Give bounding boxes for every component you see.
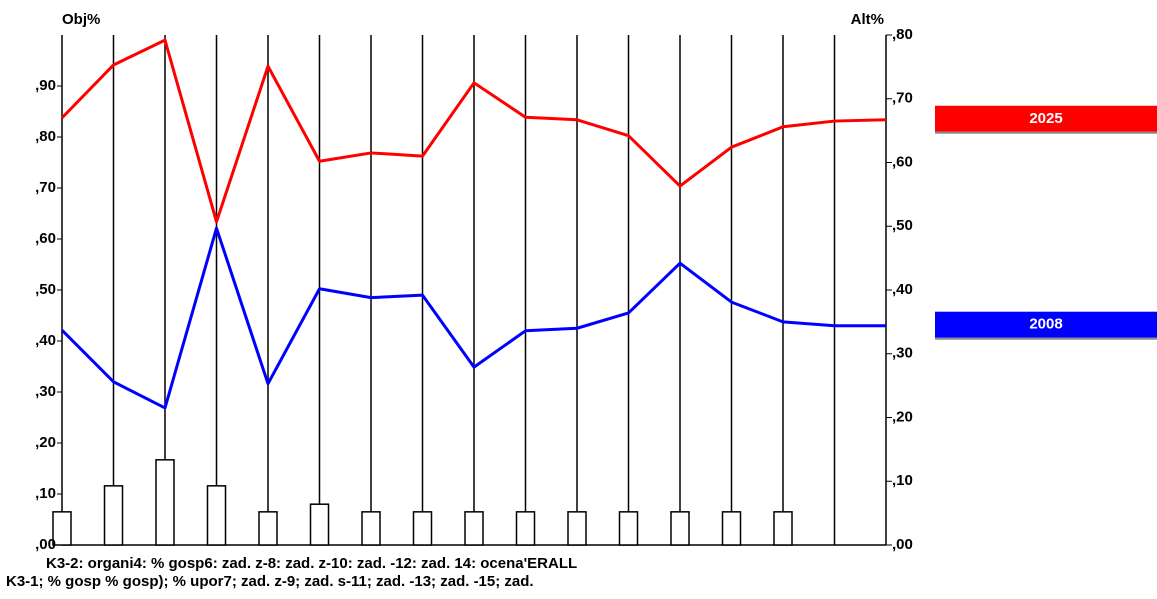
bar [309, 503, 330, 546]
y-tick-label: ,30 [35, 383, 56, 400]
y2-tick-label: ,00 [892, 536, 913, 553]
y2-tick-label: ,50 [892, 217, 913, 234]
line-series [60, 38, 887, 224]
bar [412, 511, 433, 546]
bar [618, 511, 639, 546]
y-tick-label: ,20 [35, 434, 56, 451]
y-tick-label: ,00 [35, 536, 56, 553]
line-series [60, 226, 886, 410]
y2-tick-label: ,20 [892, 408, 913, 425]
y-tick-label: ,60 [35, 230, 56, 247]
legend-text: 2008 [1029, 316, 1062, 333]
y2-axis-title: Alt% [851, 11, 884, 28]
y-tick-label: ,90 [35, 77, 56, 94]
bar [464, 511, 484, 546]
bar [515, 511, 536, 546]
x-label-row: K3-2: organi4: % gosp6: zad. z-8: zad. z… [46, 555, 577, 572]
y-tick-label: ,70 [35, 179, 56, 196]
legend-swatch [935, 105, 1157, 132]
y-tick-label: ,40 [35, 332, 56, 349]
x-label-row: K3-1; % gosp % gosp); % upor7; zad. z-9;… [6, 573, 534, 590]
bar [258, 511, 278, 546]
legend-swatch [935, 311, 1157, 338]
y2-tick-label: ,60 [892, 153, 913, 170]
legend-text: 2025 [1029, 110, 1062, 127]
bar [103, 485, 124, 546]
y-axis-title: Obj% [62, 11, 100, 28]
bar [206, 485, 227, 546]
y2-tick-label: ,80 [892, 26, 913, 43]
y-tick-label: ,50 [35, 281, 56, 298]
y2-tick-label: ,40 [892, 281, 913, 298]
bar [155, 459, 175, 546]
y2-tick-label: ,70 [892, 90, 913, 107]
bar [567, 511, 587, 546]
bar [721, 511, 742, 546]
y2-tick-label: ,10 [892, 472, 913, 489]
bar [361, 511, 381, 546]
y-tick-label: ,10 [35, 485, 56, 502]
bar [773, 511, 793, 546]
bar [670, 511, 690, 546]
y-tick-label: ,80 [35, 128, 56, 145]
y2-tick-label: ,30 [892, 345, 913, 362]
